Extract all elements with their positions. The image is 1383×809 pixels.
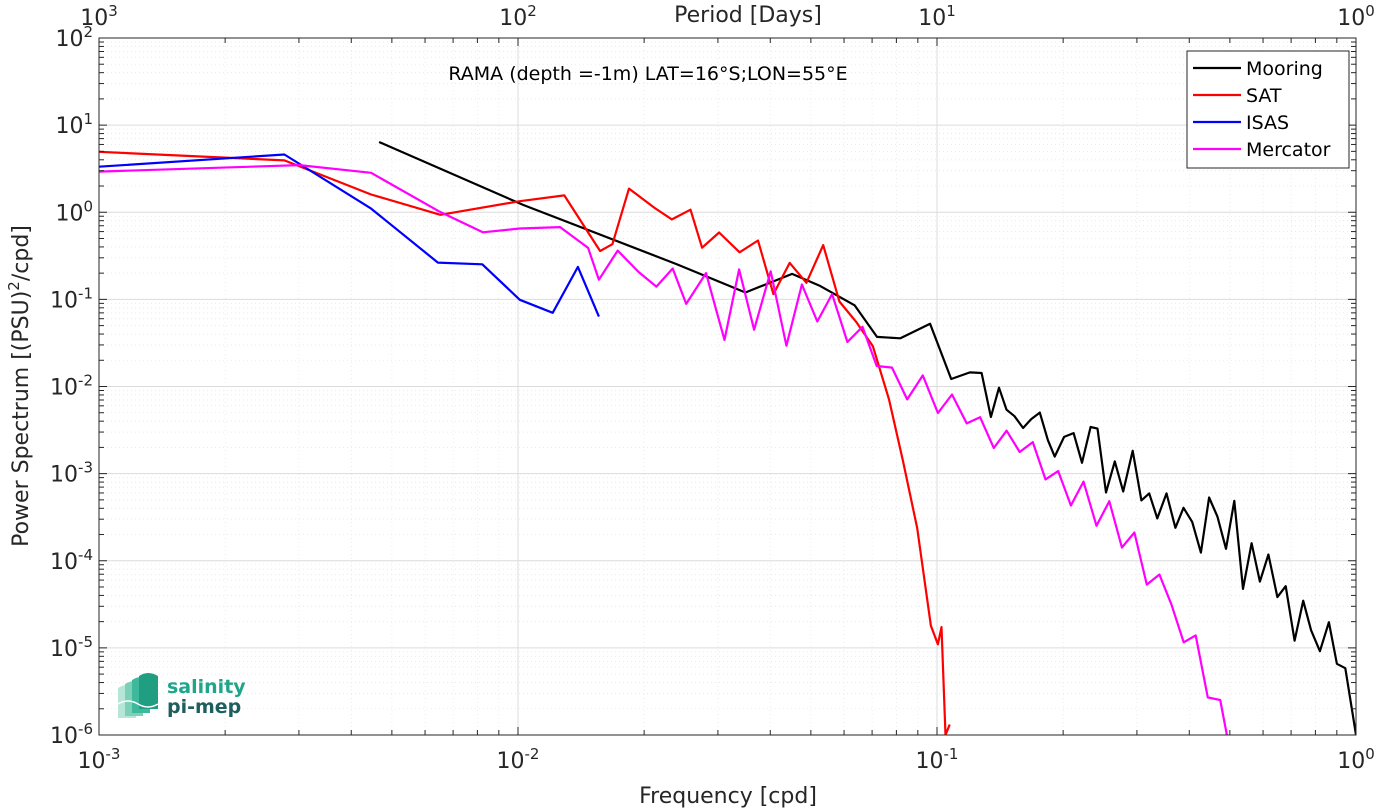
y-tick-label: 102 bbox=[55, 23, 93, 52]
y-axis-label-part: Power Spectrum [(PSU) bbox=[9, 291, 34, 547]
y-tick-label: 101 bbox=[55, 110, 93, 139]
legend-label-isas: ISAS bbox=[1246, 112, 1289, 134]
y-tick-label: 10-6 bbox=[50, 720, 93, 749]
x-tick-label-exponent: -1 bbox=[944, 745, 959, 763]
logo-text-pi-mep: pi-mep bbox=[167, 696, 241, 718]
y-tick-label-base: 10 bbox=[50, 376, 78, 401]
y-axis-label-part: /cpd] bbox=[9, 225, 34, 281]
y-tick-label: 10-1 bbox=[50, 284, 93, 313]
y-tick-label-base: 10 bbox=[50, 550, 78, 575]
y-tick-label: 10-3 bbox=[50, 459, 93, 488]
x-axis-label: Frequency [cpd] bbox=[639, 784, 817, 809]
y-tick-label: 10-5 bbox=[50, 633, 93, 662]
x-tick-label-base: 10 bbox=[1337, 749, 1365, 774]
y-tick-label-exponent: -1 bbox=[78, 284, 93, 302]
top-tick-label-base: 10 bbox=[918, 6, 946, 31]
logo-text-salinity: salinity bbox=[167, 676, 246, 698]
series-line-isas bbox=[99, 153, 600, 318]
top-tick-label-exponent: 2 bbox=[527, 2, 537, 20]
series-layer bbox=[99, 140, 1356, 735]
legend-label-mercator: Mercator bbox=[1246, 139, 1331, 161]
y-tick-label-exponent: -4 bbox=[78, 546, 93, 564]
y-tick-label-base: 10 bbox=[55, 201, 83, 226]
y-tick-label-base: 10 bbox=[50, 463, 78, 488]
x-tick-label: 10-1 bbox=[916, 745, 959, 774]
chart-title: RAMA (depth =-1m) LAT=16°S;LON=55°E bbox=[448, 63, 847, 85]
y-tick-label-exponent: -2 bbox=[78, 372, 93, 390]
top-tick-label: 102 bbox=[499, 2, 537, 31]
x-tick-label-exponent: 0 bbox=[1365, 745, 1375, 763]
series-line-mooring bbox=[378, 140, 1356, 735]
top-tick-label-base: 10 bbox=[80, 6, 108, 31]
y-tick-label-exponent: -6 bbox=[78, 720, 93, 738]
y-tick-label-base: 10 bbox=[55, 27, 83, 52]
y-tick-label-exponent: -3 bbox=[78, 459, 93, 477]
x-tick-label: 10-3 bbox=[78, 745, 121, 774]
y-tick-label: 10-2 bbox=[50, 372, 93, 401]
y-tick-label: 10-4 bbox=[50, 546, 93, 575]
y-tick-label-exponent: -5 bbox=[78, 633, 93, 651]
salinity-pi-mep-logo: salinity pi-mep bbox=[117, 673, 246, 718]
y-axis-label: Power Spectrum [(PSU)2/cpd] bbox=[5, 225, 34, 547]
y-tick-label-base: 10 bbox=[50, 288, 78, 313]
y-axis-label-exponent: 2 bbox=[5, 281, 23, 291]
top-tick-label-base: 10 bbox=[499, 6, 527, 31]
top-axis-label: Period [Days] bbox=[674, 3, 822, 28]
legend-label-sat: SAT bbox=[1246, 85, 1282, 107]
y-tick-label-base: 10 bbox=[50, 637, 78, 662]
y-tick-label-exponent: 2 bbox=[83, 23, 93, 41]
y-tick-label-base: 10 bbox=[55, 114, 83, 139]
x-tick-label-base: 10 bbox=[497, 749, 525, 774]
top-tick-label: 101 bbox=[918, 2, 956, 31]
x-tick-label-base: 10 bbox=[78, 749, 106, 774]
x-tick-label-exponent: -2 bbox=[525, 745, 540, 763]
top-tick-label-base: 10 bbox=[1337, 6, 1365, 31]
legend-label-mooring: Mooring bbox=[1246, 58, 1323, 80]
series-line-sat bbox=[99, 150, 951, 735]
x-tick-label: 100 bbox=[1337, 745, 1375, 774]
y-tick-label-exponent: 1 bbox=[83, 110, 93, 128]
top-tick-label: 103 bbox=[80, 2, 118, 31]
legend: Mooring SAT ISAS Mercator bbox=[1186, 50, 1350, 169]
y-tick-label-exponent: 0 bbox=[83, 197, 93, 215]
top-tick-label-exponent: 1 bbox=[946, 2, 956, 20]
logo-icon bbox=[117, 673, 159, 718]
y-tick-label: 100 bbox=[55, 197, 93, 226]
x-tick-label-base: 10 bbox=[916, 749, 944, 774]
x-tick-label: 10-2 bbox=[497, 745, 540, 774]
y-tick-label-base: 10 bbox=[50, 724, 78, 749]
series-line-mercator bbox=[99, 164, 1228, 735]
top-tick-label: 100 bbox=[1337, 2, 1375, 31]
x-tick-label-exponent: -3 bbox=[106, 745, 121, 763]
top-tick-label-exponent: 3 bbox=[108, 2, 118, 20]
top-tick-label-exponent: 0 bbox=[1365, 2, 1375, 20]
